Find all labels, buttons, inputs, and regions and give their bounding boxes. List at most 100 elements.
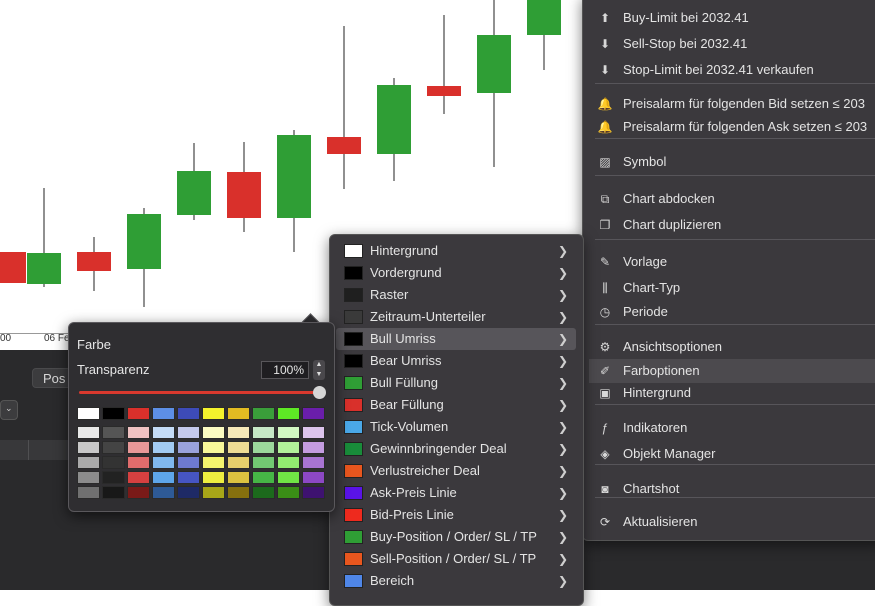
palette-color[interactable]	[102, 407, 125, 420]
palette-color[interactable]	[102, 426, 125, 439]
color-option-1[interactable]: Hintergrund ❯	[336, 240, 576, 262]
menu-item-9[interactable]: ✎ Vorlage	[597, 250, 875, 274]
menu-item-10[interactable]: ⫼ Chart-Typ	[597, 276, 875, 300]
color-option-15[interactable]: Sell-Position / Order/ SL / TP ❯	[336, 548, 576, 570]
palette-color[interactable]	[302, 456, 325, 469]
palette-color[interactable]	[127, 486, 150, 499]
palette-color[interactable]	[102, 441, 125, 454]
palette-color[interactable]	[252, 426, 275, 439]
menu-item-16[interactable]: ◈ Objekt Manager	[597, 442, 875, 466]
palette-color[interactable]	[302, 471, 325, 484]
color-option-14[interactable]: Buy-Position / Order/ SL / TP ❯	[336, 526, 576, 548]
menu-item-13[interactable]: ✐ Farboptionen	[589, 359, 875, 383]
palette-color[interactable]	[152, 486, 175, 499]
palette-color[interactable]	[302, 407, 325, 420]
palette-color[interactable]	[177, 407, 200, 420]
palette-color[interactable]	[102, 456, 125, 469]
palette-color[interactable]	[252, 486, 275, 499]
menu-item-15[interactable]: ƒ Indikatoren	[597, 416, 875, 440]
palette-color[interactable]	[152, 456, 175, 469]
color-option-12[interactable]: Ask-Preis Linie ❯	[336, 482, 576, 504]
palette-color[interactable]	[227, 426, 250, 439]
palette-color[interactable]	[277, 426, 300, 439]
palette-color[interactable]	[102, 486, 125, 499]
palette-color[interactable]	[227, 486, 250, 499]
palette-color[interactable]	[277, 456, 300, 469]
palette-color[interactable]	[202, 441, 225, 454]
transparency-slider-track[interactable]	[79, 391, 321, 394]
palette-color[interactable]	[227, 407, 250, 420]
palette-color[interactable]	[227, 471, 250, 484]
menu-item-5[interactable]: 🔔 Preisalarm für folgenden Ask setzen ≤ 2…	[597, 115, 875, 139]
palette-color[interactable]	[177, 426, 200, 439]
palette-color[interactable]	[102, 471, 125, 484]
palette-color[interactable]	[252, 456, 275, 469]
color-option-13[interactable]: Bid-Preis Linie ❯	[336, 504, 576, 526]
color-option-11[interactable]: Verlustreicher Deal ❯	[336, 460, 576, 482]
color-option-5[interactable]: Bull Umriss ❯	[336, 328, 576, 350]
palette-color[interactable]	[202, 426, 225, 439]
palette-color[interactable]	[77, 407, 100, 420]
palette-color[interactable]	[77, 486, 100, 499]
positions-tab[interactable]: Pos	[32, 368, 76, 388]
palette-color[interactable]	[202, 407, 225, 420]
palette-color[interactable]	[202, 471, 225, 484]
palette-color[interactable]	[177, 486, 200, 499]
menu-item-17[interactable]: ◙ Chartshot	[597, 477, 875, 501]
palette-color[interactable]	[252, 407, 275, 420]
palette-color[interactable]	[77, 441, 100, 454]
palette-color[interactable]	[277, 471, 300, 484]
palette-color[interactable]	[77, 471, 100, 484]
palette-color[interactable]	[127, 456, 150, 469]
color-option-16[interactable]: Bereich ❯	[336, 570, 576, 592]
palette-color[interactable]	[202, 456, 225, 469]
color-option-7[interactable]: Bull Füllung ❯	[336, 372, 576, 394]
color-option-6[interactable]: Bear Umriss ❯	[336, 350, 576, 372]
menu-item-14[interactable]: ▣ Hintergrund	[597, 381, 875, 405]
palette-color[interactable]	[152, 426, 175, 439]
palette-color[interactable]	[202, 486, 225, 499]
menu-item-8[interactable]: ❐ Chart duplizieren	[597, 213, 875, 237]
palette-color[interactable]	[177, 456, 200, 469]
color-option-4[interactable]: Zeitraum-Unterteiler ❯	[336, 306, 576, 328]
palette-color[interactable]	[152, 407, 175, 420]
palette-color[interactable]	[252, 441, 275, 454]
menu-item-18[interactable]: ⟳ Aktualisieren	[597, 510, 875, 534]
palette-color[interactable]	[77, 456, 100, 469]
transparency-input[interactable]: 100%	[261, 361, 309, 379]
transparency-stepper[interactable]: ▲ ▼	[313, 360, 325, 380]
menu-item-11[interactable]: ◷ Periode	[597, 300, 875, 324]
palette-color[interactable]	[152, 471, 175, 484]
palette-color[interactable]	[302, 486, 325, 499]
menu-item-12[interactable]: ⚙ Ansichtsoptionen	[597, 335, 875, 359]
palette-color[interactable]	[127, 426, 150, 439]
menu-item-1[interactable]: ⬆ Buy-Limit bei 2032.41	[597, 6, 875, 30]
color-option-9[interactable]: Tick-Volumen ❯	[336, 416, 576, 438]
palette-color[interactable]	[127, 471, 150, 484]
palette-color[interactable]	[277, 407, 300, 420]
menu-item-7[interactable]: ⧉ Chart abdocken	[597, 187, 875, 211]
color-option-2[interactable]: Vordergrund ❯	[336, 262, 576, 284]
palette-color[interactable]	[127, 441, 150, 454]
palette-color[interactable]	[152, 441, 175, 454]
palette-color[interactable]	[177, 471, 200, 484]
palette-color[interactable]	[302, 426, 325, 439]
color-option-3[interactable]: Raster ❯	[336, 284, 576, 306]
color-option-8[interactable]: Bear Füllung ❯	[336, 394, 576, 416]
palette-color[interactable]	[127, 407, 150, 420]
palette-color[interactable]	[302, 441, 325, 454]
palette-color[interactable]	[177, 441, 200, 454]
palette-color[interactable]	[227, 456, 250, 469]
palette-color[interactable]	[227, 441, 250, 454]
palette-color[interactable]	[277, 441, 300, 454]
candlestick-chart[interactable]	[0, 0, 875, 350]
dropdown-button[interactable]: ⌄	[0, 400, 18, 420]
palette-color[interactable]	[77, 426, 100, 439]
menu-item-3[interactable]: ⬇ Stop-Limit bei 2032.41 verkaufen	[597, 58, 875, 82]
palette-color[interactable]	[277, 486, 300, 499]
transparency-slider-handle[interactable]	[313, 386, 326, 399]
menu-item-4[interactable]: 🔔 Preisalarm für folgenden Bid setzen ≤ 2…	[597, 92, 875, 116]
palette-color[interactable]	[252, 471, 275, 484]
menu-item-6[interactable]: ▨ Symbol	[597, 150, 875, 174]
menu-item-2[interactable]: ⬇ Sell-Stop bei 2032.41	[597, 32, 875, 56]
